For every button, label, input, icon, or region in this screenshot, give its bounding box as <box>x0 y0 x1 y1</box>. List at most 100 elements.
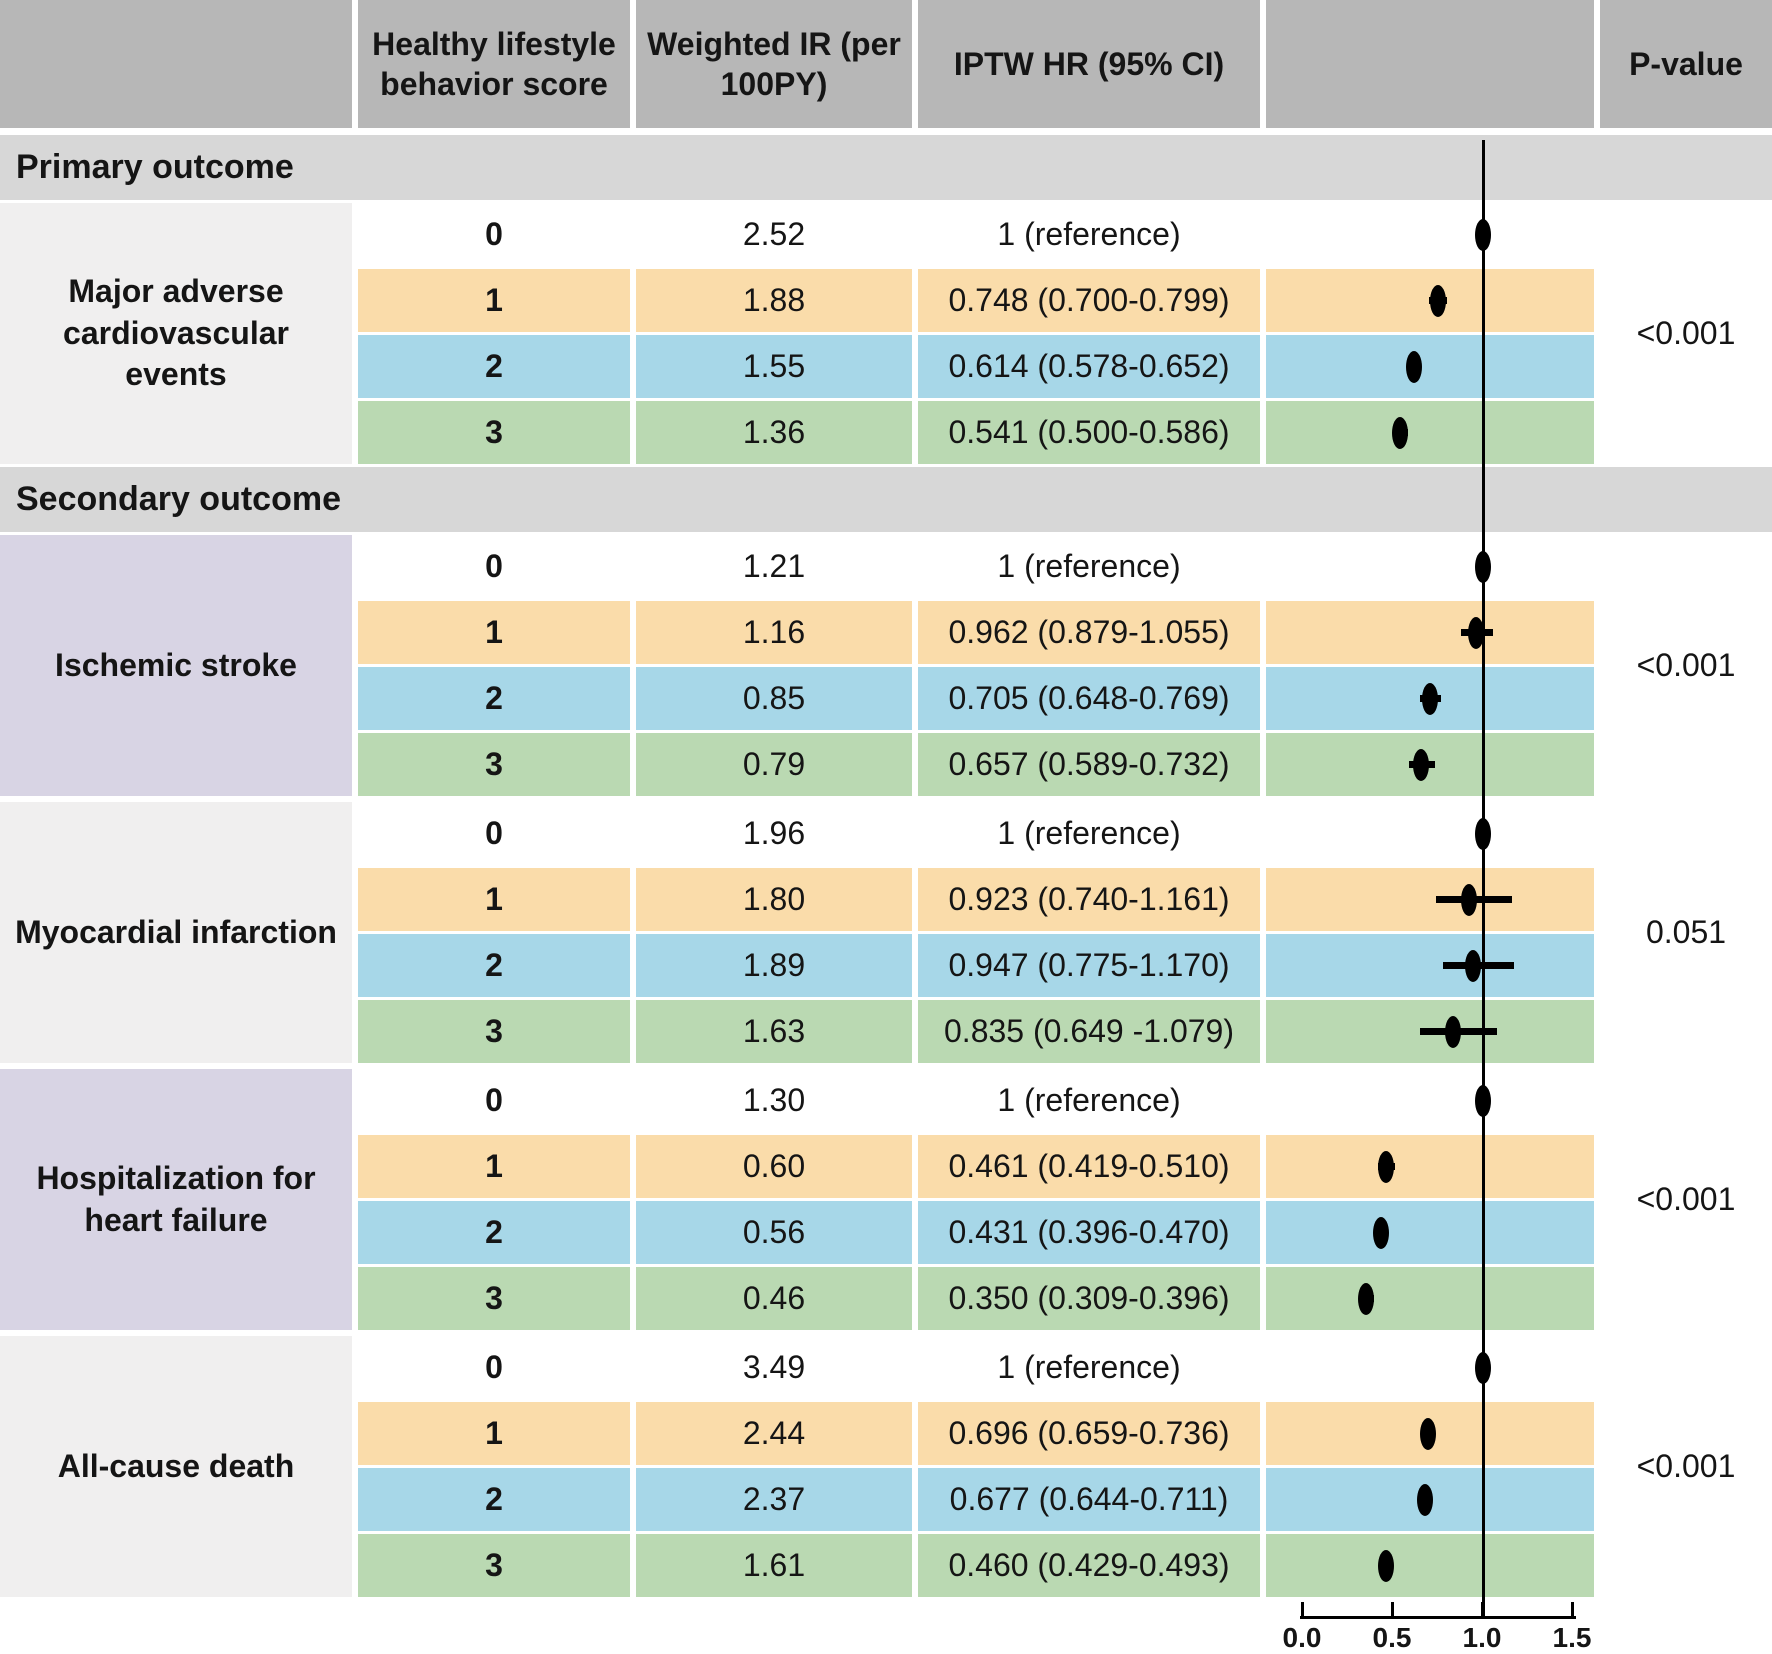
hr-cell: 0.460 (0.429-0.493) <box>918 1534 1260 1597</box>
ir-cell: 0.56 <box>636 1201 912 1264</box>
table-row: 2 1.89 0.947 (0.775-1.170) <box>358 934 1594 997</box>
hr-cell: 0.461 (0.419-0.510) <box>918 1135 1260 1198</box>
ir-cell: 1.30 <box>636 1069 912 1132</box>
ir-cell: 1.16 <box>636 601 912 664</box>
outcome-block-myocardial-infarction: Myocardial infarction 0 1.96 1 (referenc… <box>0 802 1772 1063</box>
header-outcome-cell <box>0 0 352 128</box>
ir-cell: 0.46 <box>636 1267 912 1330</box>
outcome-block-all-cause-death: All-cause death 0 3.49 1 (reference) 1 2… <box>0 1336 1772 1597</box>
point-estimate-marker <box>1475 218 1491 251</box>
forest-plot-cell <box>1266 733 1594 796</box>
forest-plot-cell <box>1266 601 1594 664</box>
table-row: 1 1.80 0.923 (0.740-1.161) <box>358 868 1594 931</box>
score-cell: 3 <box>358 1267 630 1330</box>
forest-plot-cell <box>1266 1534 1594 1597</box>
hr-cell: 1 (reference) <box>918 535 1260 598</box>
x-axis-tick-label: 1.0 <box>1462 1622 1502 1653</box>
hr-cell: 0.748 (0.700-0.799) <box>918 269 1260 332</box>
ir-cell: 0.79 <box>636 733 912 796</box>
hr-cell: 0.696 (0.659-0.736) <box>918 1402 1260 1465</box>
outcome-rows: 0 3.49 1 (reference) 1 2.44 0.696 (0.659… <box>358 1336 1594 1597</box>
hr-cell: 0.705 (0.648-0.769) <box>918 667 1260 730</box>
forest-plot-cell <box>1266 1135 1594 1198</box>
ir-cell: 1.96 <box>636 802 912 865</box>
forest-plot-cell <box>1266 269 1594 332</box>
forest-plot-cell <box>1266 934 1594 997</box>
table-row: 2 0.56 0.431 (0.396-0.470) <box>358 1201 1594 1264</box>
hr-cell: 0.541 (0.500-0.586) <box>918 401 1260 464</box>
point-estimate-marker <box>1377 1549 1394 1582</box>
score-cell: 3 <box>358 733 630 796</box>
point-estimate-marker <box>1445 1015 1462 1048</box>
p-value: <0.001 <box>1600 1069 1772 1330</box>
ir-cell: 1.80 <box>636 868 912 931</box>
point-estimate-marker <box>1475 550 1491 583</box>
hr-cell: 0.614 (0.578-0.652) <box>918 335 1260 398</box>
ir-cell: 1.36 <box>636 401 912 464</box>
ir-cell: 0.85 <box>636 667 912 730</box>
ir-cell: 1.21 <box>636 535 912 598</box>
point-estimate-marker <box>1405 350 1422 383</box>
table-row: 2 1.55 0.614 (0.578-0.652) <box>358 335 1594 398</box>
forest-plot-cell <box>1266 1201 1594 1264</box>
score-cell: 0 <box>358 203 630 266</box>
point-estimate-marker <box>1372 1216 1389 1249</box>
forest-plot-cell <box>1266 1000 1594 1063</box>
hr-cell: 1 (reference) <box>918 1336 1260 1399</box>
outcome-rows: 0 1.30 1 (reference) 1 0.60 0.461 (0.419… <box>358 1069 1594 1330</box>
forest-plot-cell <box>1266 667 1594 730</box>
x-axis-tick <box>1481 1602 1484 1619</box>
point-estimate-marker <box>1413 748 1430 781</box>
table-row: 3 1.61 0.460 (0.429-0.493) <box>358 1534 1594 1597</box>
header-weighted-ir: Weighted IR (per 100PY) <box>636 0 912 128</box>
hr-cell: 0.677 (0.644-0.711) <box>918 1468 1260 1531</box>
outcome-label: Hospitalization for heart failure <box>0 1069 352 1330</box>
hr-cell: 0.657 (0.589-0.732) <box>918 733 1260 796</box>
reference-line <box>1482 140 1485 1618</box>
table-row: 0 2.52 1 (reference) <box>358 203 1594 266</box>
score-cell: 1 <box>358 1402 630 1465</box>
outcome-label: Myocardial infarction <box>0 802 352 1063</box>
table-row: 1 1.16 0.962 (0.879-1.055) <box>358 601 1594 664</box>
score-cell: 0 <box>358 802 630 865</box>
point-estimate-marker <box>1392 416 1409 449</box>
header-score: Healthy lifestyle behavior score <box>358 0 630 128</box>
forest-plot-cell <box>1266 1069 1594 1132</box>
ir-cell: 3.49 <box>636 1336 912 1399</box>
outcome-rows: 0 2.52 1 (reference) 1 1.88 0.748 (0.700… <box>358 203 1594 464</box>
point-estimate-marker <box>1416 1483 1433 1516</box>
hr-cell: 0.431 (0.396-0.470) <box>918 1201 1260 1264</box>
ir-cell: 1.88 <box>636 269 912 332</box>
table-row: 0 3.49 1 (reference) <box>358 1336 1594 1399</box>
score-cell: 3 <box>358 1000 630 1063</box>
point-estimate-marker <box>1475 1084 1491 1117</box>
hr-cell: 0.923 (0.740-1.161) <box>918 868 1260 931</box>
hr-cell: 0.962 (0.879-1.055) <box>918 601 1260 664</box>
ir-cell: 1.55 <box>636 335 912 398</box>
table-row: 0 1.21 1 (reference) <box>358 535 1594 598</box>
p-value: <0.001 <box>1600 535 1772 796</box>
point-estimate-marker <box>1421 682 1438 715</box>
outcome-block-mace: Major adverse cardiovascular events 0 2.… <box>0 203 1772 464</box>
forest-plot-cell <box>1266 1402 1594 1465</box>
forest-plot-cell <box>1266 1468 1594 1531</box>
point-estimate-marker <box>1377 1150 1394 1183</box>
section-header-primary-outcome: Primary outcome <box>0 135 1772 200</box>
table-row: 3 1.63 0.835 (0.649 -1.079) <box>358 1000 1594 1063</box>
score-cell: 3 <box>358 401 630 464</box>
point-estimate-marker <box>1475 817 1491 850</box>
table-row: 1 0.60 0.461 (0.419-0.510) <box>358 1135 1594 1198</box>
point-estimate-marker <box>1465 949 1482 982</box>
table-row: 0 1.96 1 (reference) <box>358 802 1594 865</box>
outcome-block-ischemic-stroke: Ischemic stroke 0 1.21 1 (reference) 1 1… <box>0 535 1772 796</box>
point-estimate-marker <box>1420 1417 1437 1450</box>
forest-plot-cell <box>1266 535 1594 598</box>
hr-cell: 0.835 (0.649 -1.079) <box>918 1000 1260 1063</box>
forest-plot-cell <box>1266 802 1594 865</box>
point-estimate-marker <box>1358 1282 1374 1315</box>
table-header-row: Healthy lifestyle behavior score Weighte… <box>0 0 1772 128</box>
x-axis-tick-label: 0.5 <box>1372 1622 1412 1653</box>
score-cell: 2 <box>358 1468 630 1531</box>
hr-cell: 1 (reference) <box>918 1069 1260 1132</box>
